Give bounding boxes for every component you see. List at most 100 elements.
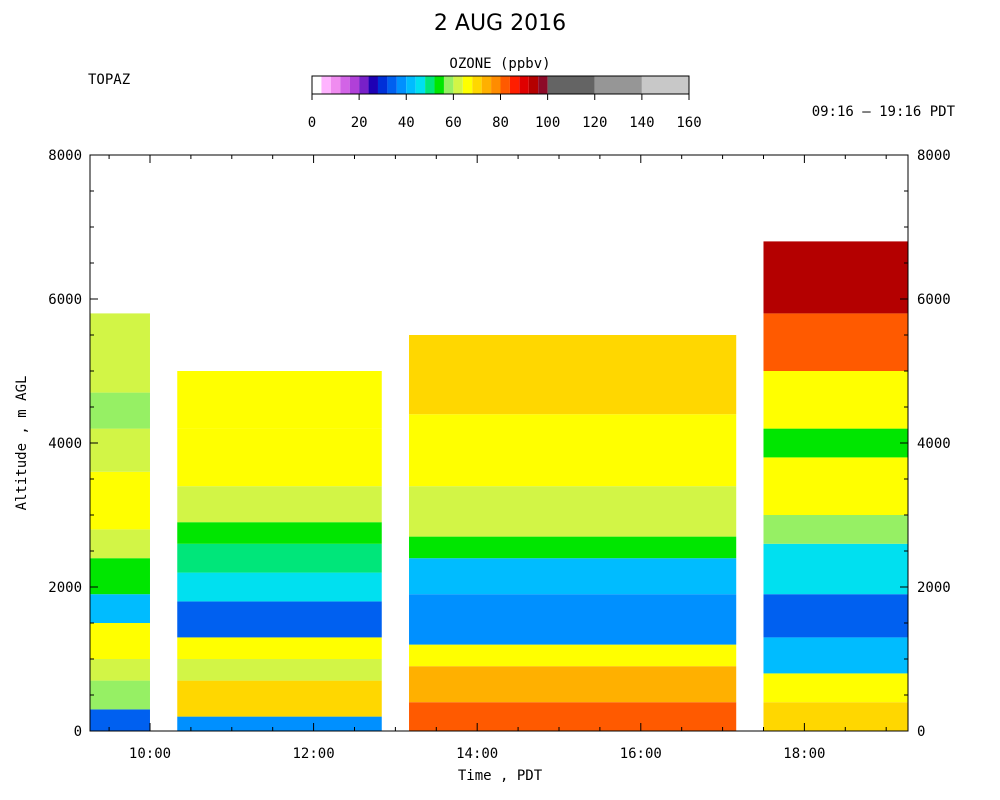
ozone-layer <box>90 709 150 731</box>
ozone-layer <box>90 659 150 681</box>
colorbar-swatch <box>472 76 482 94</box>
colorbar-title: OZONE (ppbv) <box>449 56 550 72</box>
colorbar-swatch <box>641 76 689 94</box>
colorbar-tick-label: 100 <box>535 115 560 131</box>
ozone-layer <box>409 414 737 487</box>
ozone-layer <box>763 594 908 638</box>
colorbar-swatch <box>500 76 510 94</box>
x-tick-label: 18:00 <box>783 746 825 762</box>
profile-block <box>177 371 382 731</box>
ozone-layer <box>409 594 737 645</box>
ozone-layer <box>177 659 382 681</box>
colorbar-swatch <box>340 76 350 94</box>
ozone-layer <box>177 543 382 573</box>
ozone-layer <box>177 637 382 659</box>
ozone-layer <box>409 666 737 703</box>
colorbar-tick-label: 140 <box>629 115 654 131</box>
ozone-layer <box>409 702 737 731</box>
ozone-layer <box>763 702 908 731</box>
y-tick-label-right: 6000 <box>917 292 951 308</box>
ozone-layer <box>763 428 908 458</box>
colorbar-tick-label: 40 <box>398 115 415 131</box>
colorbar-swatch <box>349 76 360 94</box>
ozone-layer <box>409 536 737 559</box>
ozone-layer <box>763 457 908 515</box>
colorbar-swatch <box>377 76 388 94</box>
colorbar-swatch <box>406 76 416 94</box>
chart-title: 2 AUG 2016 <box>434 11 566 36</box>
colorbar-tick-label: 20 <box>351 115 368 131</box>
colorbar-swatch <box>509 76 520 94</box>
ozone-layer <box>177 716 382 731</box>
colorbar-swatch <box>462 76 473 94</box>
colorbar-swatch <box>528 76 539 94</box>
colorbar-tick-label: 120 <box>582 115 607 131</box>
y-tick-label-left: 8000 <box>48 148 82 164</box>
colorbar-tick-label: 80 <box>492 115 509 131</box>
y-tick-label-right: 2000 <box>917 580 951 596</box>
ozone-layer <box>409 558 737 595</box>
plot-area: 10:00 12:00 14:00 16:00 18:00 0 0 2000 2000 4000 4… <box>48 148 950 762</box>
colorbar-swatch <box>547 76 595 94</box>
colorbar-swatch <box>387 76 397 94</box>
ozone-layer <box>90 313 150 393</box>
ozone-layer <box>177 601 382 638</box>
y-tick-label-left: 2000 <box>48 580 82 596</box>
colorbar-swatch <box>425 76 435 94</box>
colorbar-swatch <box>453 76 463 94</box>
y-tick-label-left: 0 <box>74 724 82 740</box>
site-label: TOPAZ <box>88 72 130 88</box>
colorbar-swatch <box>491 76 501 94</box>
colorbar-swatch <box>359 76 369 94</box>
colorbar-tick-label: 0 <box>308 115 316 131</box>
ozone-layer <box>90 471 150 530</box>
ozone-layer <box>763 637 908 674</box>
ozone-layer <box>763 241 908 314</box>
ozone-layer <box>90 623 150 659</box>
y-axis-label: Altitude , m AGL <box>14 376 30 511</box>
colorbar-swatch <box>481 76 492 94</box>
ozone-layer <box>763 543 908 595</box>
ozone-layer <box>177 680 382 717</box>
ozone-layer <box>177 371 382 429</box>
colorbar-swatch <box>434 76 444 94</box>
y-tick-label-left: 6000 <box>48 292 82 308</box>
colorbar-swatch <box>538 76 548 94</box>
ozone-layer <box>177 522 382 544</box>
ozone-layer <box>90 558 150 595</box>
colorbar-swatch <box>415 76 426 94</box>
ozone-layer <box>409 486 737 537</box>
ozone-layer <box>763 313 908 371</box>
colorbar-swatch <box>519 76 529 94</box>
x-tick-label: 16:00 <box>620 746 662 762</box>
colorbar-swatch <box>443 76 454 94</box>
ozone-layer <box>90 529 150 559</box>
x-tick-label: 10:00 <box>129 746 171 762</box>
x-tick-label: 12:00 <box>293 746 335 762</box>
ozone-layer <box>763 673 908 703</box>
ozone-layer <box>409 335 737 415</box>
ozone-layer <box>90 392 150 429</box>
colorbar-swatch <box>321 76 331 94</box>
ozone-layer <box>763 371 908 429</box>
colorbar-swatch <box>396 76 407 94</box>
profile-block <box>90 313 150 731</box>
colorbar-swatch <box>312 76 322 94</box>
time-range-label: 09:16 – 19:16 PDT <box>812 104 956 120</box>
ozone-layer <box>90 594 150 623</box>
ozone-layer <box>90 428 150 472</box>
profile-block <box>409 335 737 731</box>
y-tick-label-right: 0 <box>917 724 925 740</box>
ozone-layer <box>409 644 737 667</box>
colorbar-tick-label: 60 <box>445 115 462 131</box>
x-tick-label: 14:00 <box>456 746 498 762</box>
y-tick-label-right: 4000 <box>917 436 951 452</box>
x-axis-label: Time , PDT <box>458 768 543 784</box>
ozone-layer <box>177 428 382 487</box>
colorbar-swatch <box>594 76 642 94</box>
colorbar-swatch <box>330 76 341 94</box>
ozone-layer <box>90 680 150 710</box>
y-tick-label-left: 4000 <box>48 436 82 452</box>
y-tick-label-right: 8000 <box>917 148 951 164</box>
